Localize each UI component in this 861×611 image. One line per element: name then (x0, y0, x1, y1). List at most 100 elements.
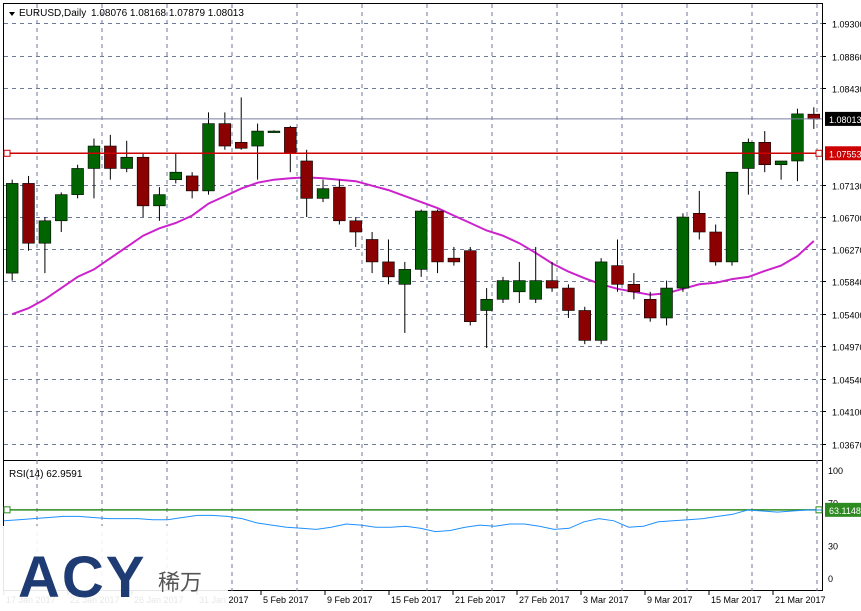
candle-body (693, 213, 706, 233)
candle-body (742, 141, 755, 169)
candle[interactable] (365, 232, 379, 274)
rsi-level-label: 100 (828, 466, 843, 476)
watermark-chinese: 稀万 (158, 571, 202, 596)
candle[interactable] (267, 130, 281, 133)
price-tick-label: 1.04540 (832, 376, 861, 386)
level-line-right-handle[interactable] (815, 149, 823, 157)
candle[interactable] (464, 246, 477, 326)
candle[interactable] (251, 123, 264, 180)
candle-body (414, 210, 428, 270)
candle[interactable] (87, 138, 101, 199)
candle[interactable] (431, 209, 444, 274)
candle-body (22, 183, 35, 244)
candle[interactable] (398, 261, 412, 333)
candle-body (676, 216, 690, 289)
candle[interactable] (153, 187, 166, 221)
candle[interactable] (382, 239, 395, 285)
candle[interactable] (71, 164, 84, 199)
candle[interactable] (185, 172, 199, 199)
rsi-level-label: 0 (828, 574, 833, 584)
candle[interactable] (38, 217, 52, 274)
candle[interactable] (235, 97, 248, 150)
rsi-level-label: 30 (828, 542, 838, 552)
candle[interactable] (300, 149, 313, 218)
candle-body (251, 130, 264, 147)
candle-body (169, 171, 182, 180)
date-tick-label: 3 Mar 2017 (583, 595, 629, 605)
candle-body (529, 280, 542, 300)
candle[interactable] (529, 246, 542, 304)
candle-body (627, 284, 641, 293)
candle[interactable] (742, 138, 755, 195)
candle[interactable] (791, 108, 804, 182)
date-tick-label: 5 Feb 2017 (263, 595, 309, 605)
rsi-level-value: 63.1148 (829, 506, 861, 516)
candle[interactable] (104, 134, 117, 180)
candle[interactable] (480, 288, 493, 348)
candle[interactable] (496, 276, 510, 304)
price-tick-label: 1.04100 (832, 408, 861, 418)
ohlc-values: 1.08076 1.08168 1.07879 1.08013 (91, 8, 244, 19)
candle[interactable] (594, 258, 608, 345)
level-price-label: 1.07553 (829, 149, 861, 159)
candle[interactable] (611, 239, 624, 292)
candle[interactable] (644, 291, 657, 322)
candle-body (185, 175, 199, 192)
current-price-label: 1.08013 (829, 115, 861, 125)
candle[interactable] (447, 246, 461, 266)
date-tick-label: 27 Feb 2017 (519, 595, 570, 605)
candle[interactable] (333, 179, 346, 225)
candle[interactable] (725, 171, 739, 266)
candle[interactable] (513, 261, 526, 304)
symbol-dropdown-icon[interactable] (9, 12, 15, 16)
candle-body (5, 183, 19, 274)
symbol-title: EURUSD,Daily (19, 8, 86, 19)
candle[interactable] (545, 261, 559, 292)
candle[interactable] (169, 153, 182, 184)
candle[interactable] (774, 160, 788, 180)
candle[interactable] (693, 190, 706, 240)
chart-frame (3, 3, 823, 591)
moving-average-line (11, 176, 815, 316)
candle[interactable] (676, 213, 690, 292)
date-tick-label: 21 Mar 2017 (775, 595, 826, 605)
rsi-layer: 1007030063.1148 (3, 466, 861, 584)
date-tick-label: 15 Feb 2017 (391, 595, 442, 605)
candle-body (513, 280, 526, 293)
candle-body (300, 160, 313, 199)
price-lines (3, 118, 823, 157)
candles-layer (5, 97, 821, 348)
candle-body (578, 310, 591, 341)
candle[interactable] (316, 179, 330, 203)
rsi-level-badge (825, 502, 861, 517)
candle-body (791, 113, 804, 162)
date-tick-label: 15 Mar 2017 (711, 595, 762, 605)
candle-body (382, 261, 395, 278)
level-price-badge (825, 146, 861, 161)
candle[interactable] (55, 192, 68, 232)
candle-body (365, 239, 379, 263)
acy-watermark: ACY 稀万 (0, 526, 228, 611)
level-line-left-handle[interactable] (3, 149, 11, 157)
candle[interactable] (578, 306, 591, 345)
candle-body (316, 188, 330, 199)
price-tick-label: 1.07130 (832, 182, 861, 192)
candle[interactable] (22, 175, 35, 251)
candle[interactable] (136, 153, 150, 218)
rsi-line-left-handle[interactable] (3, 506, 11, 514)
candle[interactable] (660, 280, 673, 326)
candle[interactable] (120, 140, 133, 173)
candle[interactable] (627, 273, 641, 300)
candle-body (38, 220, 52, 244)
candle[interactable] (709, 224, 722, 266)
candle[interactable] (349, 217, 362, 247)
price-tick-label: 1.08860 (832, 53, 861, 63)
candle[interactable] (562, 284, 575, 318)
candle[interactable] (5, 179, 19, 281)
candle-body (725, 171, 739, 263)
candle[interactable] (414, 209, 428, 277)
candle-body (496, 280, 510, 300)
candle-body (235, 141, 248, 149)
candle-body (447, 257, 461, 263)
